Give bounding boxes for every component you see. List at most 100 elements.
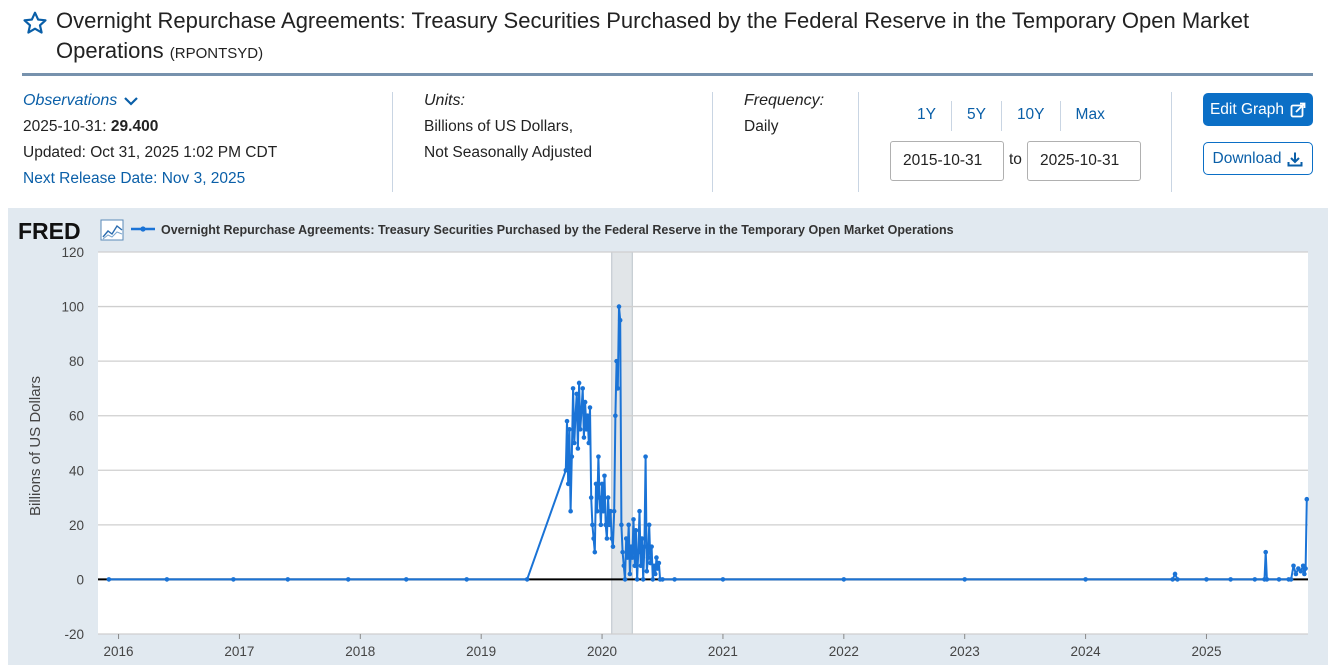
data-point (613, 413, 618, 419)
data-point (605, 495, 611, 500)
page-title: Overnight Repurchase Agreements: Treasur… (56, 6, 1312, 69)
data-point (581, 435, 587, 440)
data-point (644, 568, 650, 574)
data-point (608, 508, 613, 514)
data-point (563, 467, 569, 473)
edit-graph-button[interactable]: Edit Graph (1203, 93, 1313, 126)
star-icon[interactable] (22, 10, 48, 36)
chart-legend-title: Overnight Repurchase Agreements: Treasur… (161, 223, 954, 237)
y-axis-label: Billions of US Dollars (27, 376, 44, 516)
x-tick-label: 2025 (1191, 644, 1221, 659)
data-point (598, 522, 604, 528)
observation-value: 29.400 (110, 118, 159, 135)
data-point (611, 508, 617, 514)
data-point (620, 549, 625, 555)
start-date-input[interactable] (890, 141, 1004, 181)
next-release-link[interactable]: Next Release Date: Nov 3, 2025 (23, 170, 246, 187)
x-tick-label: 2024 (1071, 644, 1102, 659)
data-point (568, 508, 573, 514)
data-point (1172, 571, 1178, 577)
data-point (628, 544, 634, 549)
range-5y-button[interactable]: 5Y (952, 101, 1002, 131)
data-point (646, 522, 652, 528)
data-point (623, 536, 629, 541)
data-point (575, 446, 581, 451)
data-point (626, 522, 631, 528)
data-point (524, 577, 530, 582)
data-point (615, 386, 621, 391)
data-point (569, 454, 575, 459)
column-divider (392, 92, 393, 192)
data-point (1083, 577, 1088, 582)
units-panel: Units: Billions of US Dollars, Not Seaso… (424, 88, 592, 166)
data-point (962, 577, 968, 582)
data-point (632, 563, 638, 569)
end-date-input[interactable] (1027, 141, 1141, 181)
download-icon (1287, 152, 1303, 166)
data-point (616, 304, 622, 309)
data-point (655, 566, 660, 571)
data-point (1276, 577, 1282, 582)
series-title-row: Overnight Repurchase Agreements: Treasur… (22, 6, 1312, 69)
data-point (609, 536, 615, 541)
column-divider (712, 92, 713, 192)
data-point (1293, 571, 1299, 577)
data-point (587, 405, 593, 410)
data-point (584, 427, 589, 432)
observations-dropdown[interactable]: Observations (23, 88, 139, 114)
data-point (841, 577, 847, 582)
series-id: (RPONTSYD) (169, 45, 264, 62)
data-point (619, 522, 624, 528)
data-point (593, 481, 599, 487)
plot-background (98, 252, 1308, 634)
data-point (578, 427, 583, 432)
data-point (1204, 577, 1209, 582)
y-tick-label: 60 (69, 409, 84, 424)
data-point (591, 536, 596, 541)
data-point (631, 517, 636, 522)
legend-marker (140, 226, 146, 232)
range-max-button[interactable]: Max (1075, 106, 1105, 123)
data-point (1228, 577, 1233, 582)
data-point (603, 522, 608, 528)
download-button[interactable]: Download (1203, 142, 1313, 175)
x-axis-ticks: 2016 2017 2018 2019 2020 2021 2022 2023 2024 2025 (104, 634, 1221, 659)
data-point (614, 358, 619, 364)
data-point (1291, 563, 1296, 569)
data-point (672, 577, 677, 582)
data-point (639, 536, 645, 541)
data-point (656, 560, 662, 566)
x-tick-label: 2018 (345, 644, 375, 659)
fred-chart[interactable]: FRED Overnight Repurchase Agreements: Tr… (8, 208, 1328, 665)
data-point (660, 577, 665, 582)
data-point (580, 386, 586, 391)
y-tick-label: 100 (61, 300, 84, 315)
data-point (1304, 496, 1310, 502)
range-1y-button[interactable]: 1Y (902, 101, 952, 131)
fred-logo[interactable]: FRED (18, 218, 124, 244)
data-point (637, 508, 642, 514)
x-tick-label: 2020 (587, 644, 617, 659)
data-point (617, 317, 623, 323)
data-point (1264, 577, 1270, 582)
data-point (106, 577, 112, 582)
data-point (604, 536, 610, 541)
data-point (582, 399, 588, 405)
data-point (585, 413, 590, 419)
series-markers (106, 304, 1310, 582)
data-point (1288, 577, 1294, 582)
data-point (570, 386, 576, 391)
data-point (642, 544, 647, 549)
observation-date: 2025-10-31: (23, 118, 107, 135)
data-point (627, 571, 633, 577)
data-point (579, 407, 584, 413)
chart-frame: FRED Overnight Repurchase Agreements: Tr… (8, 208, 1328, 665)
data-point (607, 522, 612, 528)
units-line-2: Not Seasonally Adjusted (424, 144, 593, 161)
data-point (1175, 577, 1180, 582)
data-point (576, 380, 582, 386)
column-divider (1171, 92, 1172, 192)
gridlines (98, 251, 1308, 635)
y-tick-label: 40 (69, 463, 84, 478)
range-10y-button[interactable]: 10Y (1002, 101, 1061, 131)
